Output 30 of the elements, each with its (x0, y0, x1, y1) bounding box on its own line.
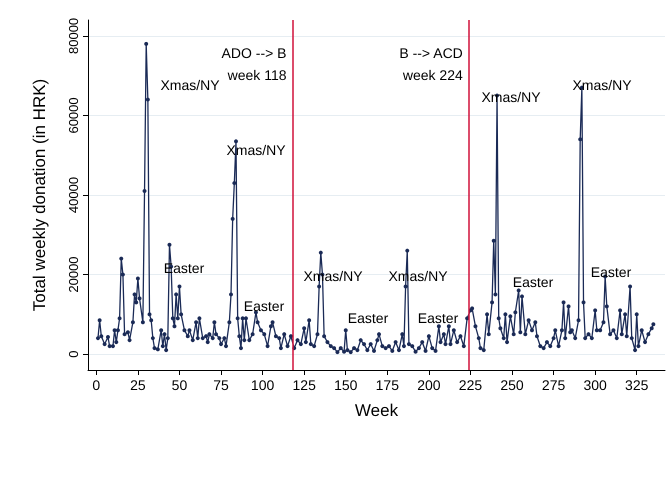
x-tick-label: 25 (130, 377, 146, 393)
y-tick-label: 40000 (66, 176, 81, 214)
x-tick-label: 300 (583, 377, 608, 393)
annotation: Easter (244, 298, 285, 314)
x-tick-label: 50 (172, 377, 188, 393)
annotation: Xmas/NY (160, 77, 220, 93)
y-axis-title: Total weekly donation (in HRK) (30, 78, 49, 312)
x-tick-label: 0 (92, 377, 100, 393)
x-tick-label: 200 (417, 377, 441, 393)
annotation: Xmas/NY (572, 77, 632, 93)
x-tick-label: 275 (542, 377, 566, 393)
ref-line-label: ADO --> B week 118 (222, 45, 287, 83)
y-tick-label: 20000 (66, 256, 81, 293)
x-tick-label: 250 (500, 377, 524, 393)
annotation: Easter (512, 274, 554, 290)
x-tick-label: 75 (213, 377, 230, 393)
x-tick-label: 100 (250, 377, 274, 393)
x-tick-label: 225 (458, 377, 482, 393)
y-tick-label: 80000 (66, 18, 81, 54)
annotation: Easter (418, 310, 459, 326)
y-tick-label: 60000 (66, 97, 81, 134)
ref-line-label: B --> ACD week 224 (399, 45, 463, 83)
x-tick-label: 175 (376, 377, 400, 393)
annotation: Easter (590, 264, 632, 280)
x-axis-title: Week (354, 401, 399, 420)
x-tick-label: 125 (292, 377, 316, 393)
x-tick-label: 325 (625, 377, 649, 393)
annotation: Easter (348, 310, 389, 326)
y-tick-label: 0 (66, 350, 81, 358)
x-tick-label: 150 (334, 377, 358, 393)
